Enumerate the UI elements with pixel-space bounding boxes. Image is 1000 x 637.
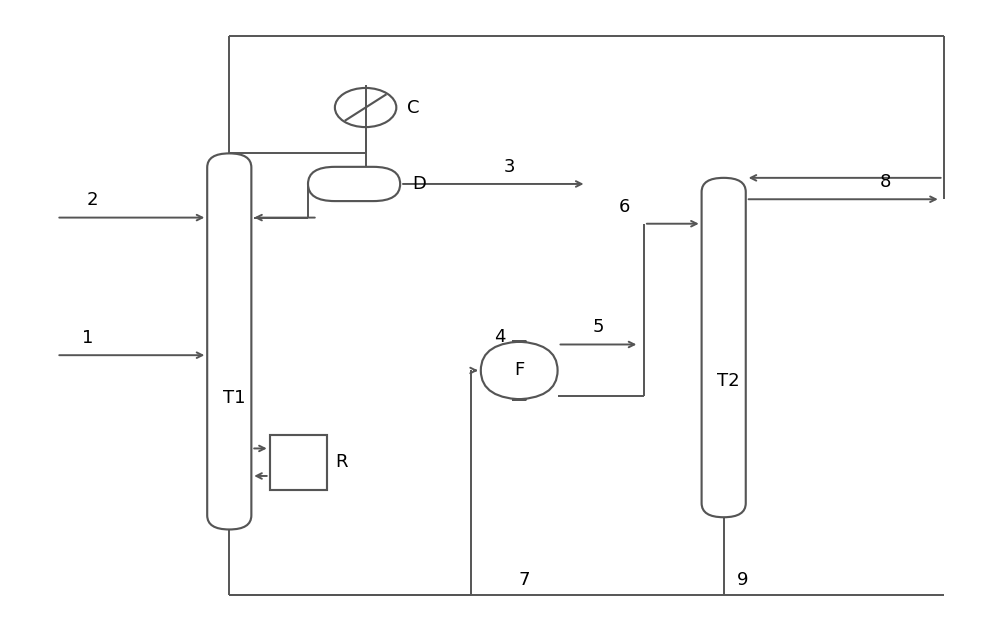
Text: 1: 1 bbox=[82, 329, 93, 347]
Bar bbox=[270, 434, 327, 490]
FancyBboxPatch shape bbox=[207, 154, 251, 529]
Text: T2: T2 bbox=[717, 373, 740, 390]
Text: 8: 8 bbox=[880, 173, 892, 191]
Text: C: C bbox=[407, 99, 420, 117]
Text: R: R bbox=[335, 453, 348, 471]
Text: 7: 7 bbox=[519, 571, 530, 589]
Text: T1: T1 bbox=[223, 389, 245, 407]
FancyBboxPatch shape bbox=[702, 178, 746, 517]
Text: 3: 3 bbox=[504, 158, 515, 176]
Text: 4: 4 bbox=[494, 328, 506, 346]
Text: 6: 6 bbox=[619, 197, 630, 215]
Text: F: F bbox=[514, 361, 524, 380]
FancyBboxPatch shape bbox=[481, 341, 558, 399]
Text: 2: 2 bbox=[86, 192, 98, 210]
Text: 9: 9 bbox=[737, 571, 749, 589]
FancyBboxPatch shape bbox=[308, 167, 400, 201]
Text: D: D bbox=[412, 175, 426, 193]
Text: 5: 5 bbox=[592, 318, 604, 336]
